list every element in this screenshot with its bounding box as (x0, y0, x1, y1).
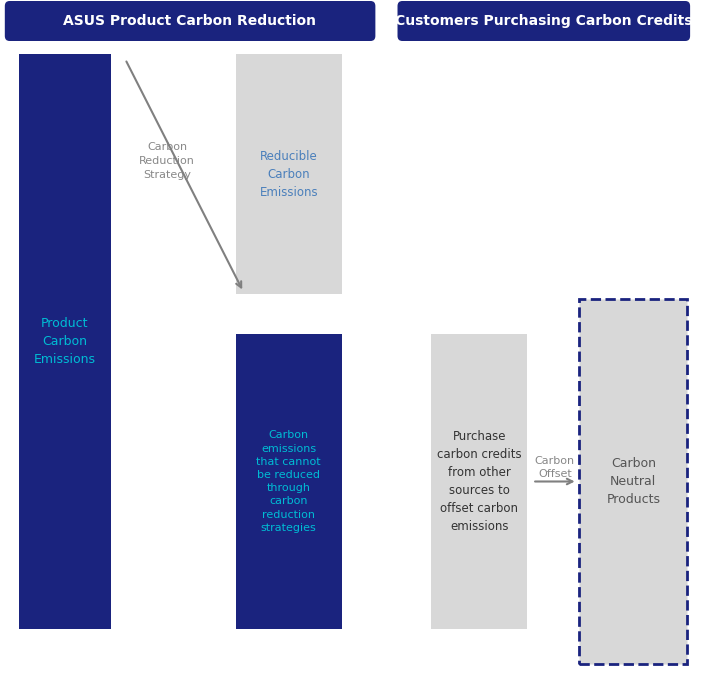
Text: Product
Carbon
Emissions: Product Carbon Emissions (34, 317, 96, 366)
Bar (236, 54, 342, 294)
Text: Customers Purchasing Carbon Credits: Customers Purchasing Carbon Credits (395, 14, 692, 28)
Bar (580, 299, 687, 664)
Bar (236, 334, 342, 629)
Bar (431, 334, 528, 629)
Text: Carbon
Neutral
Products: Carbon Neutral Products (606, 457, 661, 506)
Bar (19, 54, 110, 629)
Text: Reducible
Carbon
Emissions: Reducible Carbon Emissions (259, 150, 318, 198)
FancyBboxPatch shape (398, 1, 690, 41)
Text: Purchase
carbon credits
from other
sources to
offset carbon
emissions: Purchase carbon credits from other sourc… (437, 430, 521, 533)
Text: ASUS Product Carbon Reduction: ASUS Product Carbon Reduction (63, 14, 316, 28)
Text: Carbon
Reduction
Strategy: Carbon Reduction Strategy (139, 142, 195, 179)
FancyBboxPatch shape (5, 1, 375, 41)
Text: Carbon
Offset: Carbon Offset (535, 456, 575, 479)
Text: Carbon
emissions
that cannot
be reduced
through
carbon
reduction
strategies: Carbon emissions that cannot be reduced … (256, 430, 321, 533)
